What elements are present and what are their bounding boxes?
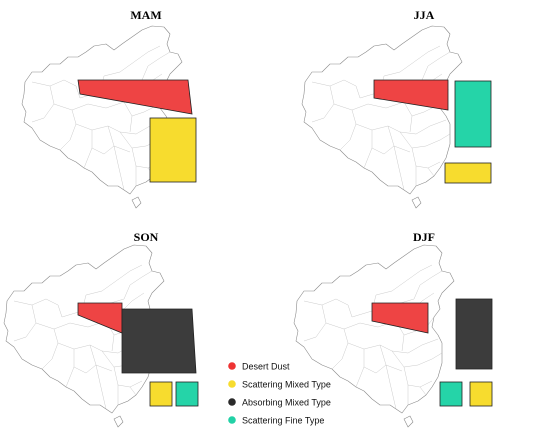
legend-swatch-scattering-mixed — [228, 380, 236, 388]
region-desert-dust-son — [77, 302, 123, 334]
region-desert-dust-jja — [373, 79, 449, 111]
panel-title-son: SON — [134, 230, 159, 244]
legend-swatch-scattering-fine — [228, 416, 236, 424]
legend-label-desert-dust: Desert Dust — [242, 362, 290, 372]
legend-label-scattering-mixed: Scattering Mixed Type — [242, 380, 331, 390]
region-scattering-fine-djf — [439, 381, 463, 407]
legend-item-absorbing-mixed: Absorbing Mixed Type — [228, 398, 331, 408]
panel-jja — [301, 25, 492, 209]
legend-label-absorbing-mixed: Absorbing Mixed Type — [242, 398, 331, 408]
region-absorbing-mixed-son — [121, 308, 197, 374]
legend: Desert Dust Scattering Mixed Type Absorb… — [228, 362, 331, 426]
region-absorbing-mixed-djf — [455, 298, 493, 370]
panel-mam — [21, 25, 197, 209]
legend-label-scattering-fine: Scattering Fine Type — [242, 416, 324, 426]
region-scattering-mixed-djf — [469, 381, 493, 407]
region-scattering-mixed-son — [149, 381, 173, 407]
region-scattering-mixed-jja — [444, 162, 492, 184]
panel-djf — [293, 244, 493, 428]
legend-swatch-desert-dust — [228, 362, 236, 370]
legend-swatch-absorbing-mixed — [228, 398, 236, 406]
region-scattering-mixed-mam — [149, 117, 197, 183]
china-basemap-jja — [301, 25, 463, 209]
region-desert-dust-djf — [371, 302, 429, 334]
panel-title-djf: DJF — [413, 230, 435, 244]
panel-title-mam: MAM — [130, 8, 161, 22]
region-desert-dust-mam — [77, 79, 193, 115]
region-scattering-fine-jja — [454, 80, 492, 148]
legend-item-desert-dust: Desert Dust — [228, 362, 290, 372]
region-scattering-fine-son — [175, 381, 199, 407]
legend-item-scattering-fine: Scattering Fine Type — [228, 416, 324, 426]
panel-son — [3, 244, 199, 428]
legend-item-scattering-mixed: Scattering Mixed Type — [228, 380, 331, 390]
panel-title-jja: JJA — [414, 8, 435, 22]
